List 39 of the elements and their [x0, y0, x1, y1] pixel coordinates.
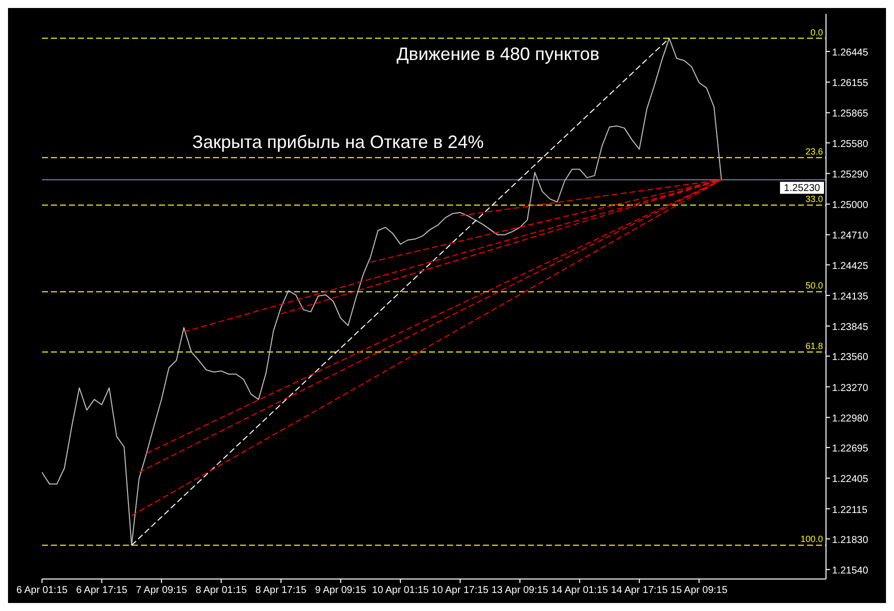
y-tick-label: 1.23560: [832, 352, 869, 364]
x-tick-label: 15 Apr 09:15: [670, 585, 728, 596]
y-tick-label: 1.22405: [832, 474, 869, 486]
annotation: Закрыта прибыль на Откате в 24%: [192, 132, 484, 152]
annotation: 0.0: [810, 27, 823, 38]
annotation: 50.0: [805, 280, 823, 291]
y-tick-label: 1.22980: [832, 413, 869, 424]
y-tick-label: 1.24135: [832, 291, 869, 302]
x-tick-label: 10 Apr 17:15: [432, 585, 489, 596]
x-tick-label: 6 Apr 01:15: [16, 585, 68, 596]
y-tick-label: 1.23845: [832, 322, 869, 334]
annotation: 33.0: [805, 194, 823, 204]
y-tick-label: 1.25290: [832, 169, 869, 180]
x-tick-label: 8 Apr 01:15: [196, 585, 248, 596]
y-tick-label: 1.22115: [832, 504, 868, 516]
y-tick-label: 1.25580: [832, 138, 869, 150]
x-tick-label: 14 Apr 01:15: [551, 585, 608, 596]
y-tick-label: 1.25865: [832, 108, 869, 120]
x-tick-label: 6 Apr 17:15: [76, 585, 128, 596]
x-tick-label: 9 Apr 09:15: [315, 585, 367, 596]
x-tick-label: 10 Apr 01:15: [372, 585, 430, 596]
x-tick-label: 13 Apr 09:15: [492, 585, 549, 596]
annotation: 23.6: [805, 146, 823, 157]
y-tick-label: 1.26445: [832, 47, 869, 58]
y-tick-label: 1.23270: [832, 382, 869, 394]
y-tick-label: 1.24425: [832, 260, 869, 272]
x-tick-label: 14 Apr 17:15: [610, 585, 668, 596]
ref-line-label: 1.25230: [784, 182, 821, 194]
y-tick-label: 1.26155: [832, 78, 869, 90]
annotation: Движение в 480 пунктов: [396, 44, 600, 64]
y-tick-label: 1.21540: [832, 565, 869, 576]
x-tick-label: 7 Apr 09:15: [136, 585, 188, 596]
y-tick-label: 1.25000: [832, 200, 869, 212]
y-tick-label: 1.21830: [832, 534, 869, 546]
annotation: 100.0: [800, 534, 823, 544]
x-tick-label: 8 Apr 17:15: [255, 585, 307, 596]
y-tick-label: 1.22695: [832, 444, 869, 455]
y-tick-label: 1.24710: [832, 230, 869, 242]
annotation: 61.8: [805, 340, 823, 351]
